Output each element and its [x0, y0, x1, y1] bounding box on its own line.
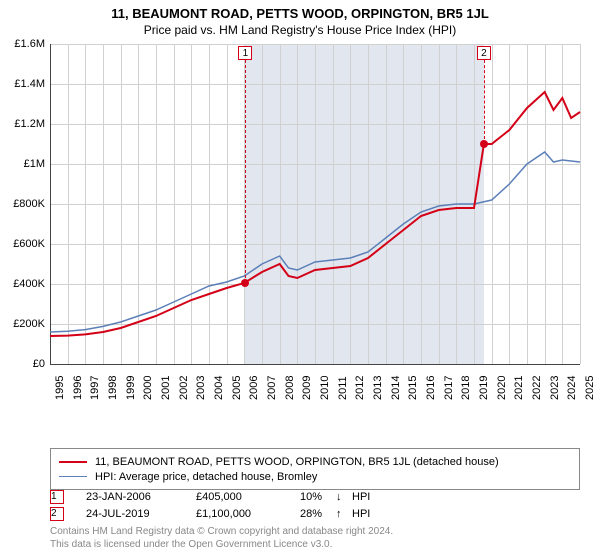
sale-pct-2: 28% — [300, 508, 336, 520]
x-tick-label: 2009 — [301, 376, 313, 400]
y-tick-label: £600K — [0, 238, 45, 250]
x-tick-label: 1999 — [125, 376, 137, 400]
x-axis-line — [50, 364, 580, 365]
y-tick-label: £200K — [0, 318, 45, 330]
legend-swatch-property — [59, 461, 87, 463]
x-tick-label: 1996 — [72, 376, 84, 400]
footer-line-2: This data is licensed under the Open Gov… — [50, 539, 393, 552]
x-tick-label: 2007 — [266, 376, 278, 400]
x-tick-label: 2002 — [178, 376, 190, 400]
x-tick-label: 2013 — [372, 376, 384, 400]
sale-marker-dot — [480, 140, 488, 148]
sale-marker-box: 1 — [238, 46, 252, 60]
title-main: 11, BEAUMONT ROAD, PETTS WOOD, ORPINGTON… — [0, 0, 600, 21]
sales-row-2: 2 24-JUL-2019 £1,100,000 28% ↑ HPI — [50, 505, 370, 522]
x-tick-label: 2021 — [513, 376, 525, 400]
y-tick-label: £1M — [0, 158, 45, 170]
x-tick-label: 2001 — [160, 376, 172, 400]
x-tick-label: 2015 — [407, 376, 419, 400]
x-tick-label: 1995 — [54, 376, 66, 400]
sale-price-2: £1,100,000 — [196, 508, 300, 520]
y-tick-label: £1.2M — [0, 118, 45, 130]
x-tick-label: 2025 — [584, 376, 596, 400]
legend-swatch-hpi — [59, 476, 87, 478]
x-tick-label: 2019 — [478, 376, 490, 400]
sale-marker-line — [245, 60, 246, 283]
y-tick-label: £1.4M — [0, 78, 45, 90]
x-tick-label: 2003 — [195, 376, 207, 400]
sale-date-1: 23-JAN-2006 — [86, 491, 196, 503]
x-tick-label: 2024 — [566, 376, 578, 400]
plot-background: 12 — [50, 44, 580, 364]
sale-marker-box: 2 — [477, 46, 491, 60]
x-tick-label: 1997 — [89, 376, 101, 400]
sale-pct-1: 10% — [300, 491, 336, 503]
legend-label-hpi: HPI: Average price, detached house, Brom… — [95, 471, 317, 483]
series-hpi-line — [50, 152, 580, 332]
y-tick-label: £0 — [0, 358, 45, 370]
x-tick-label: 2000 — [142, 376, 154, 400]
title-sub: Price paid vs. HM Land Registry's House … — [0, 21, 600, 37]
footer: Contains HM Land Registry data © Crown c… — [50, 526, 393, 551]
x-tick-label: 2008 — [284, 376, 296, 400]
x-tick-label: 2004 — [213, 376, 225, 400]
legend-box: 11, BEAUMONT ROAD, PETTS WOOD, ORPINGTON… — [50, 448, 580, 490]
line-series — [50, 44, 580, 364]
sale-marker-dot — [241, 279, 249, 287]
x-tick-label: 2020 — [496, 376, 508, 400]
sale-suffix-2: HPI — [352, 508, 370, 520]
x-tick-label: 2017 — [443, 376, 455, 400]
sales-table: 1 23-JAN-2006 £405,000 10% ↓ HPI 2 24-JU… — [50, 488, 370, 522]
x-tick-label: 2010 — [319, 376, 331, 400]
x-tick-label: 2016 — [425, 376, 437, 400]
x-tick-label: 2014 — [390, 376, 402, 400]
x-tick-label: 2006 — [248, 376, 260, 400]
footer-line-1: Contains HM Land Registry data © Crown c… — [50, 526, 393, 539]
y-tick-label: £400K — [0, 278, 45, 290]
series-property-line — [50, 92, 580, 336]
arrow-up-icon: ↑ — [336, 508, 352, 520]
x-tick-label: 2012 — [354, 376, 366, 400]
y-tick-label: £800K — [0, 198, 45, 210]
y-tick-label: £1.6M — [0, 38, 45, 50]
sale-number-box-2: 2 — [50, 507, 64, 521]
legend-item-hpi: HPI: Average price, detached house, Brom… — [59, 469, 571, 484]
x-tick-label: 1998 — [107, 376, 119, 400]
sale-price-1: £405,000 — [196, 491, 300, 503]
x-tick-label: 2018 — [460, 376, 472, 400]
x-tick-label: 2011 — [337, 376, 349, 400]
sales-row-1: 1 23-JAN-2006 £405,000 10% ↓ HPI — [50, 488, 370, 505]
sale-marker-line — [484, 60, 485, 144]
x-tick-label: 2022 — [531, 376, 543, 400]
x-tick-label: 2005 — [231, 376, 243, 400]
arrow-down-icon: ↓ — [336, 491, 352, 503]
sale-date-2: 24-JUL-2019 — [86, 508, 196, 520]
sale-number-box-1: 1 — [50, 490, 64, 504]
sale-suffix-1: HPI — [352, 491, 370, 503]
legend-item-property: 11, BEAUMONT ROAD, PETTS WOOD, ORPINGTON… — [59, 454, 571, 469]
legend-label-property: 11, BEAUMONT ROAD, PETTS WOOD, ORPINGTON… — [95, 456, 499, 468]
chart-area: 12 £0£200K£400K£600K£800K£1M£1.2M£1.4M£1… — [50, 44, 580, 404]
x-tick-label: 2023 — [549, 376, 561, 400]
